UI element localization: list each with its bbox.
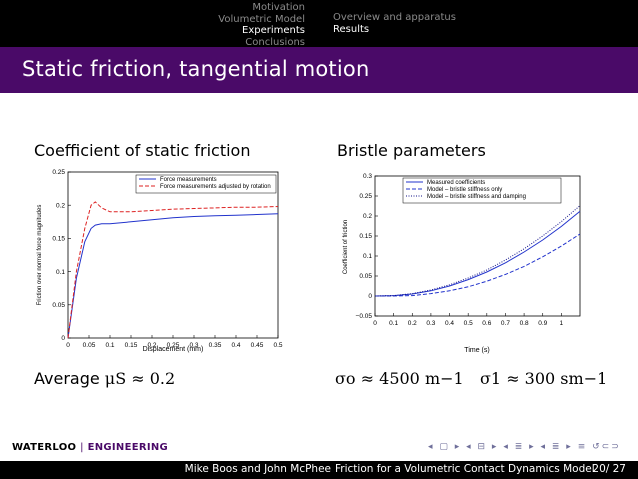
prev-section-icon[interactable]: ◂ ≣ ▸ <box>503 442 536 452</box>
legend-label: Measured coefficients <box>427 180 485 186</box>
y-axis-label: Coefficient of friction <box>343 220 349 274</box>
static-friction-chart: 0 0.05 0.1 0.15 0.2 0.25 0.3 0.35 0.4 0.45 0.5 0 0.… <box>37 169 283 353</box>
chart-frame <box>67 171 279 339</box>
nav-section-motivation[interactable]: Motivation <box>252 2 305 13</box>
average-label: Average <box>34 369 100 388</box>
align-icon[interactable]: ≡ <box>577 442 588 452</box>
x-tick-label: 0.2 <box>408 320 417 327</box>
y-tick-label: 0.1 <box>363 253 372 260</box>
x-tick-label: 0 <box>66 342 70 349</box>
nav-section-volumetric-model[interactable]: Volumetric Model <box>218 13 305 25</box>
x-tick-label: 0.1 <box>389 320 398 327</box>
subsection-list: Overview and apparatus Results <box>333 12 456 35</box>
x-tick-label: 0.4 <box>445 320 454 327</box>
logo-engineering: ENGINEERING <box>87 442 169 453</box>
x-axis-label: Displacement (mm) <box>143 346 204 353</box>
title-bar: Static friction, tangential motion <box>0 47 638 93</box>
sigma0-result: σo ≈ 4500 m−1 <box>335 369 464 388</box>
next-section-icon[interactable]: ◂ ≣ ▸ <box>540 442 573 452</box>
mu-s-formula: μS ≈ 0.2 <box>104 369 176 388</box>
legend-box <box>135 174 277 194</box>
nav-subsection-results[interactable]: Results <box>333 23 370 35</box>
y-tick-label: 0.15 <box>52 236 65 243</box>
x-tick-label: 0 <box>373 320 377 327</box>
y-tick-label: 0.2 <box>56 202 65 209</box>
y-tick-label: −0.05 <box>356 313 373 320</box>
nav-section-experiments[interactable]: Experiments <box>242 25 305 36</box>
x-tick-label: 0.45 <box>251 342 264 349</box>
x-axis-label: Time (s) <box>464 347 489 354</box>
x-tick-label: 0.8 <box>520 320 529 327</box>
series-line <box>374 205 581 297</box>
x-tick-label: 0.3 <box>189 342 198 349</box>
prev-frame-icon[interactable]: ◂ ▢ ▸ <box>428 442 462 452</box>
average-result: Average μS ≈ 0.2 <box>34 369 175 388</box>
series-line <box>375 233 581 297</box>
x-tick-label: 0.5 <box>273 342 282 349</box>
y-tick-label: 0.15 <box>359 233 372 240</box>
logo-waterloo: WATERLOO <box>12 442 77 453</box>
legend-label: Model – bristle stiffness only <box>427 187 502 193</box>
waterloo-engineering-logo: WATERLOO | ENGINEERING <box>12 442 168 453</box>
x-tick-label: 0.7 <box>501 320 510 327</box>
y-tick-label: 0 <box>61 335 65 342</box>
y-tick-label: 0.25 <box>52 169 65 176</box>
section-navigation: Motivation Volumetric Model Experiments … <box>0 0 638 48</box>
x-tick-label: 0.15 <box>125 342 138 349</box>
footer-talk-title: Friction for a Volumetric Contact Dynami… <box>335 463 595 475</box>
series-line <box>374 210 581 297</box>
x-tick-label: 0.25 <box>167 342 180 349</box>
x-tick-label: 0.2 <box>147 342 156 349</box>
chart-frame <box>374 175 581 317</box>
section-list: Motivation Volumetric Model Experiments … <box>218 2 305 48</box>
footer-authors: Mike Boos and John McPhee <box>184 463 331 475</box>
y-tick-label: 0.1 <box>56 269 65 276</box>
x-tick-label: 0.4 <box>231 342 240 349</box>
legend-label: Force measurements <box>160 177 217 183</box>
x-tick-label: 0.05 <box>83 342 96 349</box>
nav-section-conclusions[interactable]: Conclusions <box>245 36 305 48</box>
y-tick-label: 0 <box>368 293 372 300</box>
y-tick-label: 0.2 <box>363 213 372 220</box>
x-tick-label: 0.9 <box>538 320 547 327</box>
y-tick-label: 0.3 <box>363 173 372 180</box>
x-tick-label: 1 <box>560 320 564 327</box>
prev-subsection-icon[interactable]: ◂ ⊟ ▸ <box>466 442 499 452</box>
footer-page-number: 20/ 27 <box>592 463 626 475</box>
x-tick-label: 0.6 <box>482 320 491 327</box>
footer-bar: Mike Boos and John McPhee Friction for a… <box>0 461 638 479</box>
y-tick-label: 0.05 <box>359 273 372 280</box>
x-tick-label: 0.3 <box>426 320 435 327</box>
logo-separator: | <box>80 442 84 453</box>
beamer-navigation-icons: ◂ ▢ ▸ ◂ ⊟ ▸ ◂ ≣ ▸ ◂ ≣ ▸ ≡ ↺⊂⊃ <box>428 442 621 452</box>
bristle-parameter-chart: 0 0.1 0.2 0.3 0.4 0.5 0.6 0.7 0.8 0.9 1 −0.0500.05… <box>343 173 581 354</box>
series-line <box>67 213 279 339</box>
right-heading: Bristle parameters <box>337 141 486 160</box>
nav-subsection-overview[interactable]: Overview and apparatus <box>333 12 456 23</box>
x-tick-label: 0.5 <box>464 320 473 327</box>
series-line <box>67 201 279 339</box>
legend-label: Model – bristle stiffness and damping <box>427 194 526 200</box>
legend-label: Force measurements adjusted by rotation <box>160 184 271 190</box>
slide-title: Static friction, tangential motion <box>22 57 370 81</box>
y-tick-label: 0.25 <box>359 193 372 200</box>
sigma1-result: σ1 ≈ 300 sm−1 <box>480 369 608 388</box>
x-tick-label: 0.1 <box>105 342 114 349</box>
y-axis-label: Friction over normal force magnitudes <box>37 205 43 306</box>
legend-box <box>402 177 562 204</box>
left-heading: Coefficient of static friction <box>34 141 251 160</box>
y-tick-label: 0.05 <box>52 302 65 309</box>
x-tick-label: 0.35 <box>209 342 222 349</box>
search-icon[interactable]: ↺⊂⊃ <box>592 442 621 452</box>
